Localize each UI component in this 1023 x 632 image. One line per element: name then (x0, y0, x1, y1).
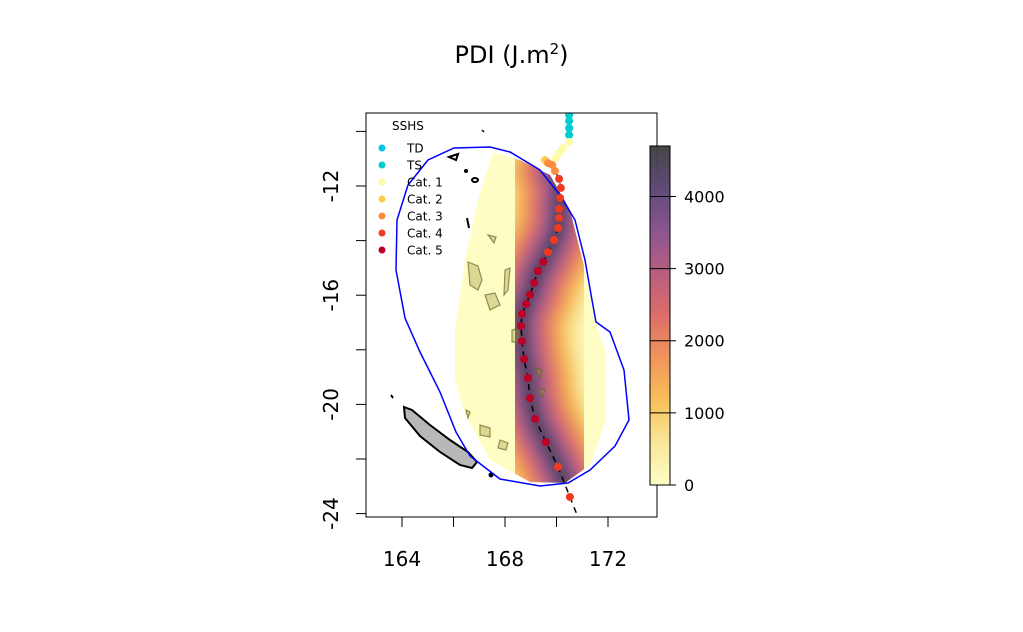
track-point (525, 290, 534, 299)
island (503, 267, 511, 297)
colorbar-tick-label: 0 (684, 476, 694, 495)
y-tick-label: -24 (319, 497, 343, 530)
island (484, 292, 501, 311)
x-axis: 164 168 172 (383, 516, 627, 571)
legend-marker (378, 178, 386, 186)
legend-label: Cat. 5 (407, 244, 443, 258)
y-tick-label: -16 (319, 279, 343, 312)
island (446, 152, 460, 162)
island (479, 424, 491, 438)
island (467, 261, 483, 291)
track-point (565, 492, 574, 501)
islands (390, 129, 546, 478)
legend-marker (378, 195, 386, 203)
track-point (550, 166, 559, 175)
track-point (544, 248, 553, 257)
track-point (530, 278, 539, 287)
track-point (555, 204, 564, 213)
track-point (533, 266, 542, 275)
island (533, 367, 543, 380)
track-point (556, 183, 565, 192)
map-panel (390, 113, 630, 517)
track-point (517, 337, 526, 346)
y-axis: -12 -16 -20 -24 (319, 130, 367, 530)
island (481, 129, 485, 133)
island (466, 217, 470, 229)
track-point (531, 414, 540, 423)
track-point (525, 394, 534, 403)
legend-label: TS (406, 159, 422, 173)
track-point (517, 310, 526, 319)
chart-title: PDI (J.m2) (0, 40, 1023, 69)
track-point (565, 117, 574, 126)
track-point (539, 257, 548, 266)
colorbar-tick-label: 2000 (684, 332, 725, 351)
track-point (549, 236, 558, 245)
new-caledonia-island (402, 405, 479, 470)
track-point (565, 130, 574, 139)
legend-marker (378, 229, 386, 237)
track-point (565, 113, 574, 120)
island (390, 394, 394, 399)
title-text: PDI (J.m (454, 41, 550, 69)
track-point (554, 224, 563, 233)
island (465, 408, 471, 421)
track-point (555, 174, 564, 183)
colorbar: 0 1000 2000 3000 4000 (649, 145, 725, 495)
track-point (520, 355, 529, 364)
track-points (516, 113, 574, 501)
track-point (554, 462, 563, 471)
legend-marker (378, 212, 386, 220)
colorbar-tick-label: 1000 (684, 404, 725, 423)
island (497, 439, 509, 451)
island (486, 234, 497, 245)
track-point (555, 213, 564, 222)
track-point (522, 299, 531, 308)
y-tick-label: -20 (319, 388, 343, 421)
legend: SSHS TD TS Cat. 1 Cat. 2 Cat. 3 Cat. 4 Cat. 5 (378, 119, 443, 258)
pdi-gradient-bands (460, 152, 606, 483)
legend-label: Cat. 1 (407, 176, 443, 190)
island (464, 169, 468, 173)
legend-label: Cat. 3 (407, 210, 443, 224)
title-suffix: ) (559, 41, 569, 69)
colorbar-tick-label: 4000 (684, 187, 725, 206)
y-tick-label: -12 (319, 170, 343, 203)
track-point (541, 438, 550, 447)
legend-label: TD (406, 142, 424, 156)
track-point (523, 373, 532, 382)
island (536, 387, 546, 399)
x-tick-label: 168 (486, 547, 524, 571)
legend-marker (378, 161, 386, 169)
track-point (516, 322, 525, 331)
legend-label: Cat. 4 (407, 227, 443, 241)
x-tick-label: 172 (589, 547, 627, 571)
legend-marker (378, 144, 386, 152)
legend-title: SSHS (392, 119, 424, 133)
track-point (551, 153, 560, 162)
track-point (565, 124, 574, 133)
x-tick-label: 164 (383, 547, 421, 571)
track-point (548, 160, 557, 169)
track-point (565, 138, 574, 147)
legend-label: Cat. 2 (407, 193, 443, 207)
wind-envelope-contour (395, 146, 630, 487)
legend-marker (378, 246, 386, 254)
colorbar-tick-label: 3000 (684, 260, 725, 279)
title-superscript: 2 (549, 40, 560, 58)
track-point (556, 194, 565, 203)
island (471, 177, 479, 183)
